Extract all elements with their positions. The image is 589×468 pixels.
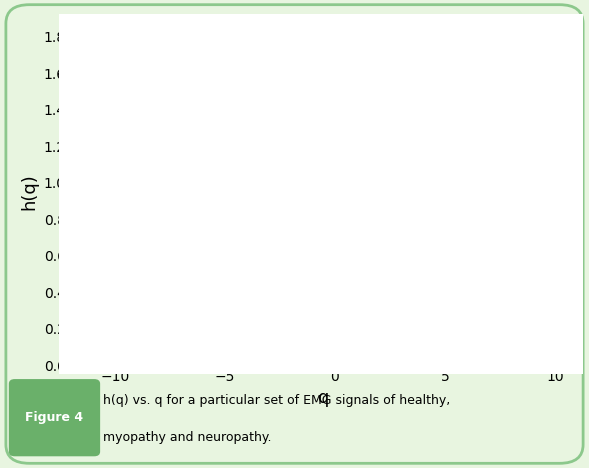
healthy <box>398 191 405 197</box>
healthy <box>199 71 206 76</box>
neuropathy <box>266 122 273 127</box>
myopathy <box>464 295 471 300</box>
neuropathy <box>464 322 471 328</box>
myopathy <box>309 146 316 151</box>
healthy <box>111 58 118 64</box>
healthy <box>485 220 492 226</box>
neuropathy <box>398 307 405 313</box>
myopathy <box>177 61 184 67</box>
healthy <box>309 116 316 122</box>
Line: myopathy: myopathy <box>89 50 559 312</box>
myopathy <box>89 51 96 56</box>
myopathy <box>332 211 339 217</box>
healthy <box>177 65 184 71</box>
Y-axis label: h(q): h(q) <box>20 174 38 210</box>
healthy <box>353 162 360 168</box>
neuropathy <box>199 105 206 111</box>
healthy <box>266 94 273 100</box>
neuropathy <box>419 315 426 321</box>
healthy <box>442 211 449 217</box>
healthy <box>243 83 250 89</box>
healthy <box>464 215 471 220</box>
healthy <box>508 222 515 227</box>
Line: neuropathy: neuropathy <box>89 86 559 334</box>
healthy <box>133 61 140 67</box>
neuropathy <box>552 328 559 333</box>
healthy <box>287 107 294 113</box>
myopathy <box>243 83 250 89</box>
myopathy <box>199 67 206 73</box>
neuropathy <box>332 238 339 244</box>
healthy <box>332 134 339 140</box>
neuropathy <box>177 102 184 107</box>
healthy <box>221 76 229 82</box>
myopathy <box>442 291 449 297</box>
myopathy <box>353 258 360 264</box>
myopathy <box>111 52 118 58</box>
healthy <box>155 63 163 69</box>
neuropathy <box>243 114 250 120</box>
Text: Figure 4: Figure 4 <box>25 411 83 424</box>
Text: h(q) vs. q for a particular set of EMG signals of healthy,: h(q) vs. q for a particular set of EMG s… <box>103 394 451 407</box>
myopathy <box>375 271 382 277</box>
healthy <box>375 178 382 184</box>
Text: myopathy and neuropathy.: myopathy and neuropathy. <box>103 431 272 444</box>
neuropathy <box>375 295 382 300</box>
Line: healthy: healthy <box>89 55 559 234</box>
neuropathy <box>133 94 140 100</box>
neuropathy <box>221 109 229 115</box>
myopathy <box>508 302 515 307</box>
neuropathy <box>287 132 294 138</box>
neuropathy <box>155 98 163 103</box>
X-axis label: q: q <box>318 389 330 408</box>
neuropathy <box>508 326 515 331</box>
myopathy <box>398 280 405 286</box>
neuropathy <box>530 326 537 331</box>
neuropathy <box>485 324 492 329</box>
myopathy <box>419 285 426 291</box>
neuropathy <box>442 319 449 324</box>
healthy <box>530 226 537 231</box>
myopathy <box>287 109 294 115</box>
healthy <box>89 56 96 62</box>
myopathy <box>133 56 140 62</box>
myopathy <box>530 304 537 309</box>
healthy <box>419 202 426 207</box>
myopathy <box>221 73 229 78</box>
neuropathy <box>111 91 118 96</box>
neuropathy <box>89 87 96 93</box>
neuropathy <box>353 264 360 270</box>
neuropathy <box>309 158 316 164</box>
myopathy <box>155 58 163 64</box>
myopathy <box>485 299 492 304</box>
myopathy <box>266 93 273 98</box>
healthy <box>552 227 559 233</box>
myopathy <box>552 306 559 311</box>
Legend: healthy, myopathy, neuropathy: healthy, myopathy, neuropathy <box>415 26 570 111</box>
